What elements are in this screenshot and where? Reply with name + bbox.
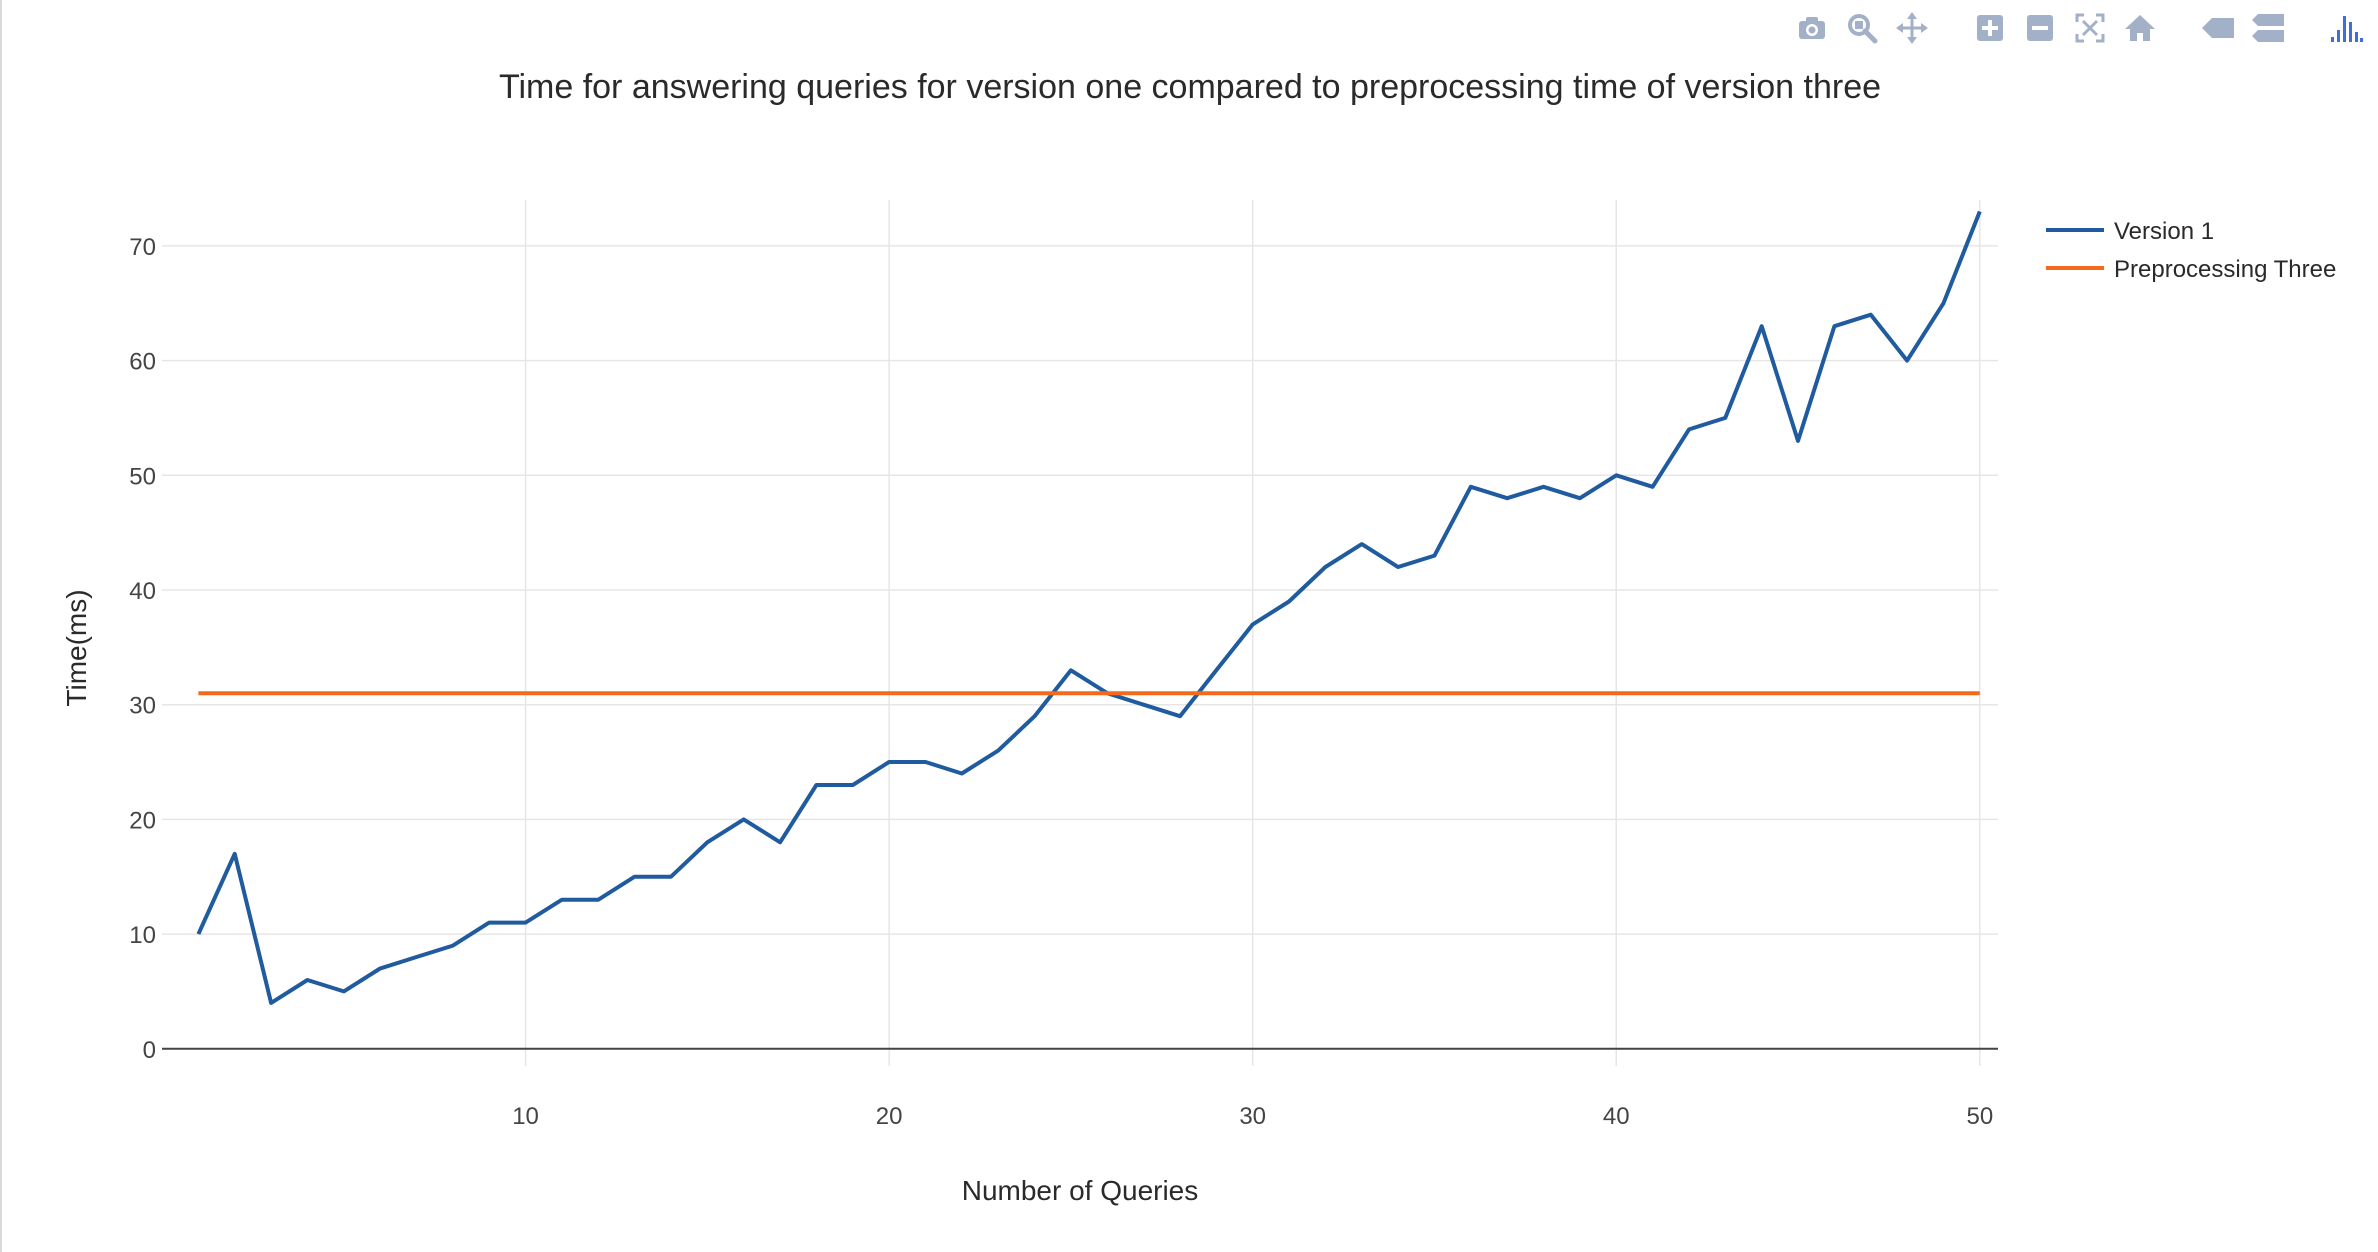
y-tick-label: 30 — [129, 693, 156, 720]
legend-label: Version 1 — [2114, 218, 2214, 245]
x-axis-label: Number of Queries — [962, 1175, 1199, 1206]
legend[interactable]: Version 1 Preprocessing Three — [2046, 218, 2336, 283]
autoscale-icon — [2075, 13, 2105, 43]
spike-lines-button[interactable] — [2200, 10, 2236, 46]
y-axis-ticks: 0 10 20 30 40 50 60 70 — [129, 234, 156, 1064]
zoom-out-button[interactable] — [2022, 10, 2058, 46]
autoscale-button[interactable] — [2072, 10, 2108, 46]
compare-hover-icon — [2252, 14, 2284, 42]
modebar — [1794, 10, 2364, 46]
legend-item[interactable]: Preprocessing Three — [2046, 256, 2336, 283]
x-tick-label: 50 — [1966, 1103, 1993, 1130]
zoom-in-button[interactable] — [1972, 10, 2008, 46]
y-tick-label: 0 — [143, 1037, 156, 1064]
legend-item[interactable]: Version 1 — [2046, 218, 2214, 245]
zoom-in-icon — [1977, 15, 2003, 41]
compare-hover-button[interactable] — [2250, 10, 2286, 46]
plotly-logo-icon — [2331, 16, 2363, 42]
camera-icon — [1799, 17, 1825, 39]
plotly-logo-button[interactable] — [2328, 10, 2364, 46]
y-axis-label: Time(ms) — [61, 589, 92, 706]
y-tick-label: 10 — [129, 922, 156, 949]
chart-title: Time for answering queries for version o… — [499, 68, 1881, 106]
y-tick-label: 60 — [129, 349, 156, 376]
grid — [162, 200, 1998, 1066]
series-group — [196, 210, 1982, 1005]
zoom-out-icon — [2027, 15, 2053, 41]
legend-label: Preprocessing Three — [2114, 256, 2336, 283]
x-tick-label: 40 — [1603, 1103, 1630, 1130]
pan-button[interactable] — [1894, 10, 1930, 46]
home-icon — [2125, 15, 2155, 41]
series-line-version-1 — [196, 210, 1982, 1005]
zoom-button[interactable] — [1844, 10, 1880, 46]
y-tick-label: 20 — [129, 807, 156, 834]
spike-lines-icon — [2202, 18, 2234, 38]
camera-button[interactable] — [1794, 10, 1830, 46]
x-tick-label: 10 — [512, 1103, 539, 1130]
home-button[interactable] — [2122, 10, 2158, 46]
pan-icon — [1896, 12, 1928, 44]
x-axis-ticks: 10 20 30 40 50 — [512, 1103, 1993, 1130]
x-tick-label: 30 — [1239, 1103, 1266, 1130]
y-tick-label: 70 — [129, 234, 156, 261]
y-tick-label: 40 — [129, 578, 156, 605]
y-tick-label: 50 — [129, 463, 156, 490]
zoom-icon — [1848, 14, 1878, 44]
x-tick-label: 20 — [876, 1103, 903, 1130]
